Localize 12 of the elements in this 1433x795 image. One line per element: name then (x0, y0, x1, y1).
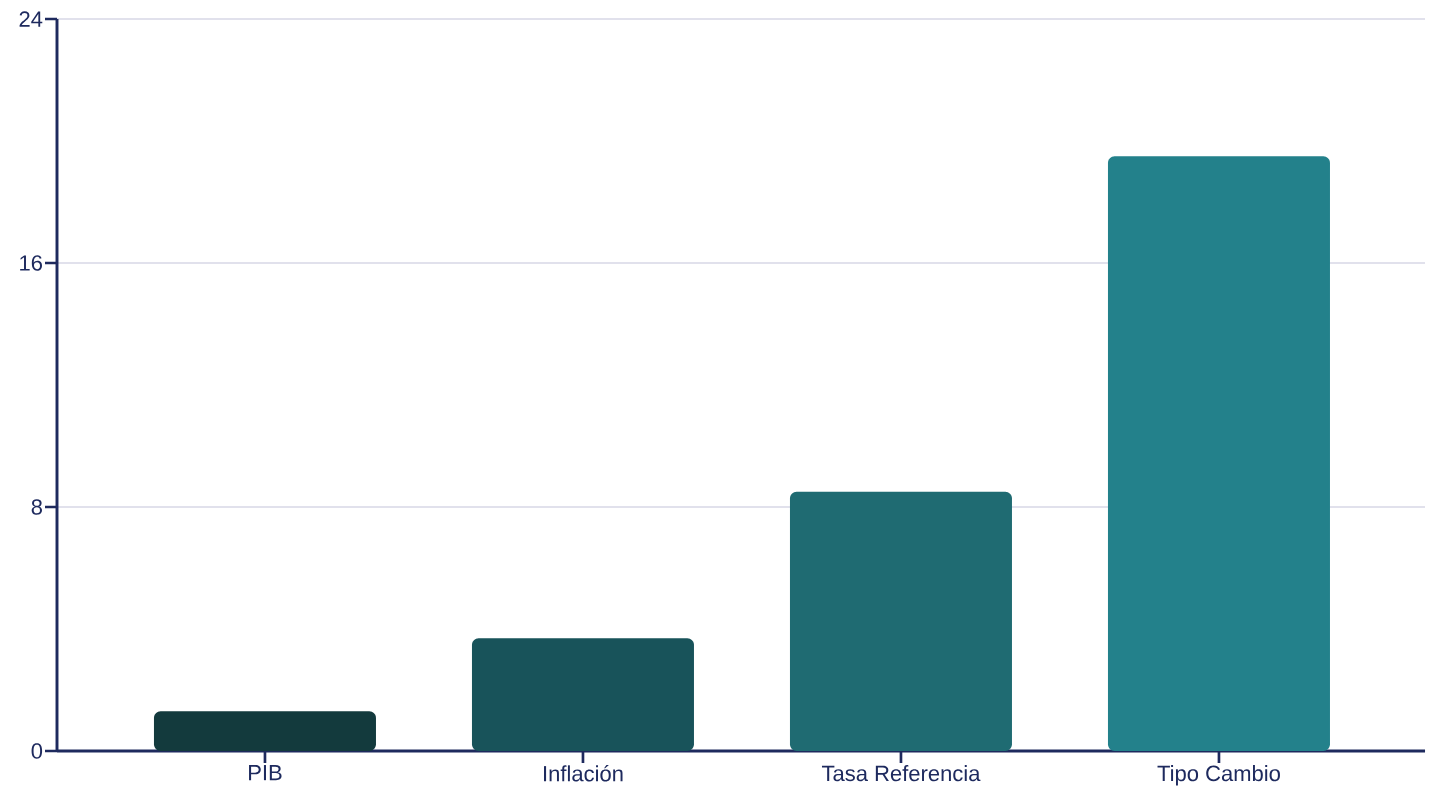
y-tick-label: 24 (19, 11, 43, 27)
y-tick-label: 8 (31, 499, 42, 515)
y-tick-label: 0 (31, 743, 43, 759)
y-tick-label: 16 (20, 255, 42, 271)
bar (153, 711, 376, 751)
x-tick-label: PIB (249, 765, 282, 781)
x-tick-label: Tipo Cambio (1157, 765, 1280, 786)
bar (471, 638, 694, 751)
x-tick-label: Tasa Referencia (821, 765, 981, 782)
bar (789, 491, 1012, 751)
bar (1107, 156, 1330, 751)
x-tick-label: Inflación (544, 765, 623, 782)
